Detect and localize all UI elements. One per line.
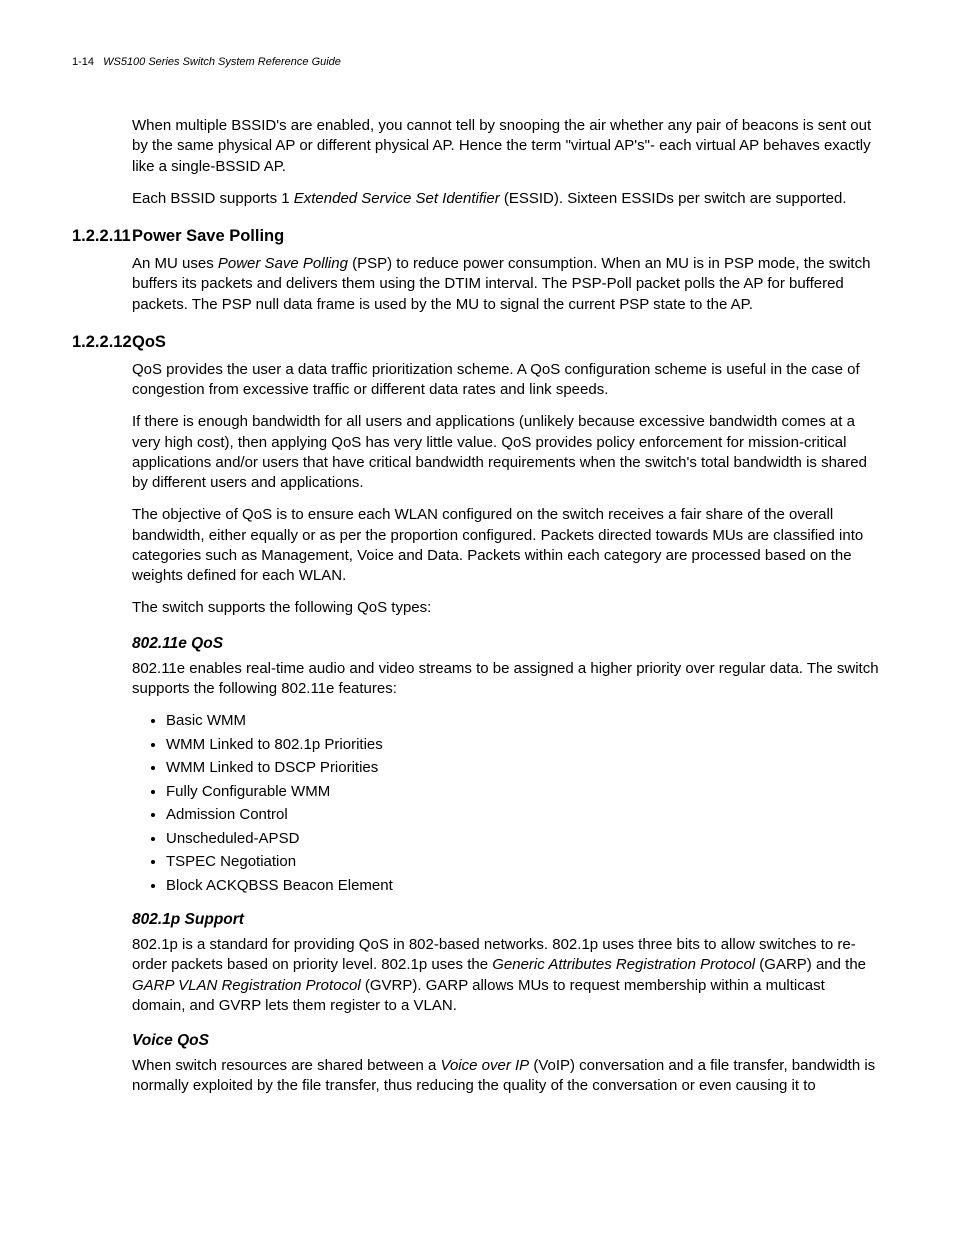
psp-term: Power Save Polling (218, 255, 348, 272)
section-heading-psp: 1.2.2.11Power Save Polling (72, 227, 882, 246)
list-item: Admission Control (166, 805, 882, 825)
list-item: Unscheduled-APSD (166, 829, 882, 849)
section-title: Power Save Polling (132, 227, 284, 245)
80211e-feature-list: Basic WMM WMM Linked to 802.1p Prioritie… (132, 711, 882, 895)
text-span: (GARP) and the (755, 956, 866, 973)
list-item: WMM Linked to 802.1p Priorities (166, 735, 882, 755)
section-number: 1.2.2.11 (72, 227, 132, 246)
page-number: 1-14 (72, 56, 94, 68)
subheading-8021p: 802.1p Support (132, 911, 882, 929)
list-item: Basic WMM (166, 711, 882, 731)
section-number: 1.2.2.12 (72, 333, 132, 352)
section-heading-qos: 1.2.2.12QoS (72, 333, 882, 352)
gvrp-term: GARP VLAN Registration Protocol (132, 977, 361, 994)
voice-qos-paragraph: When switch resources are shared between… (132, 1056, 882, 1097)
section-title: QoS (132, 333, 166, 351)
list-item: Fully Configurable WMM (166, 782, 882, 802)
voip-term: Voice over IP (441, 1057, 530, 1074)
text-span: (ESSID). Sixteen ESSIDs per switch are s… (500, 190, 847, 207)
qos-paragraph-2: If there is enough bandwidth for all use… (132, 412, 882, 493)
subheading-voice-qos: Voice QoS (132, 1032, 882, 1050)
psp-paragraph: An MU uses Power Save Polling (PSP) to r… (132, 254, 882, 315)
qos-paragraph-1: QoS provides the user a data traffic pri… (132, 360, 882, 401)
essid-term: Extended Service Set Identifier (294, 190, 500, 207)
80211e-paragraph: 802.11e enables real-time audio and vide… (132, 659, 882, 700)
list-item: WMM Linked to DSCP Priorities (166, 758, 882, 778)
intro-paragraph-2: Each BSSID supports 1 Extended Service S… (132, 189, 882, 209)
document-page: 1-14 WS5100 Series Switch System Referen… (0, 0, 954, 1235)
text-span: An MU uses (132, 255, 218, 272)
qos-paragraph-3: The objective of QoS is to ensure each W… (132, 505, 882, 586)
subheading-80211e: 802.11e QoS (132, 635, 882, 653)
page-content: When multiple BSSID's are enabled, you c… (72, 116, 882, 1097)
list-item: Block ACKQBSS Beacon Element (166, 876, 882, 896)
8021p-paragraph: 802.1p is a standard for providing QoS i… (132, 935, 882, 1016)
intro-paragraph-1: When multiple BSSID's are enabled, you c… (132, 116, 882, 177)
text-span: Each BSSID supports 1 (132, 190, 294, 207)
text-span: When switch resources are shared between… (132, 1057, 441, 1074)
running-header: 1-14 WS5100 Series Switch System Referen… (72, 56, 882, 68)
garp-term: Generic Attributes Registration Protocol (492, 956, 755, 973)
list-item: TSPEC Negotiation (166, 852, 882, 872)
document-title: WS5100 Series Switch System Reference Gu… (103, 56, 341, 68)
qos-paragraph-4: The switch supports the following QoS ty… (132, 598, 882, 618)
